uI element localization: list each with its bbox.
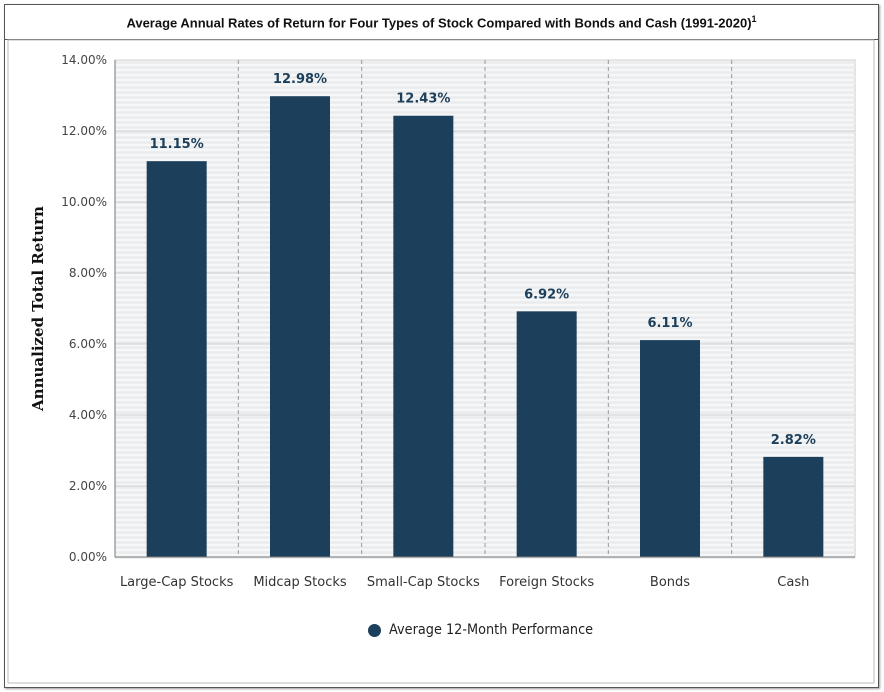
y-tick-label: 8.00%	[69, 266, 107, 280]
y-tick-label: 2.00%	[69, 479, 107, 493]
data-label: 12.43%	[396, 92, 450, 107]
x-tick-label: Midcap Stocks	[253, 575, 347, 590]
chart-title: Average Annual Rates of Return for Four …	[126, 14, 756, 30]
legend-swatch	[368, 623, 381, 637]
data-label: 11.15%	[150, 137, 204, 152]
y-tick-label: 14.00%	[61, 53, 107, 67]
y-tick-label: 0.00%	[69, 550, 107, 564]
legend-label: Average 12-Month Performance	[389, 622, 594, 638]
x-tick-label: Large-Cap Stocks	[120, 575, 234, 590]
bar	[270, 96, 330, 558]
x-tick-label: Foreign Stocks	[499, 575, 594, 590]
x-tick-label: Cash	[777, 575, 809, 590]
bar	[516, 311, 577, 557]
x-tick-label: Bonds	[650, 575, 690, 590]
bar	[146, 161, 207, 558]
x-tick-label: Small-Cap Stocks	[367, 575, 480, 590]
bar	[763, 456, 824, 557]
title-footnote-marker: 1	[751, 13, 757, 24]
y-tick-label: 6.00%	[69, 337, 107, 351]
y-tick-label: 4.00%	[69, 408, 107, 422]
bar	[393, 115, 454, 558]
y-tick-label: 12.00%	[61, 124, 107, 138]
data-label: 6.92%	[524, 287, 569, 302]
data-label: 6.11%	[647, 316, 692, 331]
y-tick-label: 10.00%	[61, 195, 107, 209]
inner-border	[7, 39, 875, 684]
data-label: 12.98%	[273, 72, 327, 87]
chart-title-text: Average Annual Rates of Return for Four …	[126, 15, 752, 31]
data-label: 2.82%	[771, 433, 816, 448]
legend: Average 12-Month Performance	[368, 622, 611, 638]
y-axis-label: Annualized Total Return	[29, 206, 47, 412]
bar	[640, 340, 700, 557]
